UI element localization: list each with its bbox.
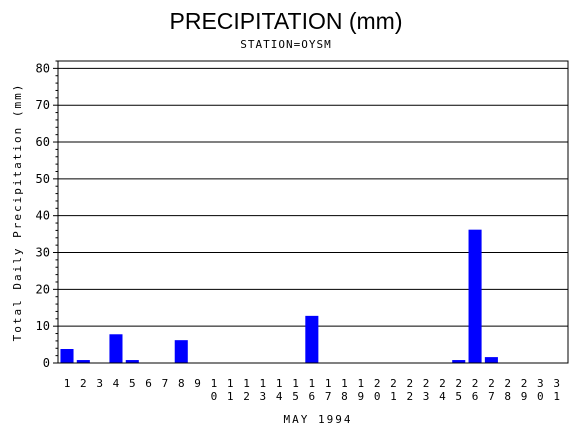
chart-title: PRECIPITATION (mm) (170, 8, 403, 34)
gridlines (58, 67, 568, 327)
x-axis-ticks: 1 2 3 4 5 6 7 8 9 1 01 11 21 31 41 51 61 71 81 92 02 12 22 32 42… (64, 377, 560, 403)
y-tick-label: 80 (36, 61, 50, 75)
x-tick-label-1: 1 (64, 377, 71, 390)
bar-day-4 (109, 334, 123, 363)
x-tick-label-6: 6 (145, 377, 152, 390)
y-tick-label: 20 (36, 282, 50, 296)
chart-subtitle: STATION=OYSM (240, 38, 331, 51)
bar-day-27 (484, 357, 498, 363)
x-tick-label-3: 3 (96, 377, 103, 390)
y-tick-label: 0 (43, 356, 50, 370)
y-tick-label: 70 (36, 98, 50, 112)
y-tick-label: 10 (36, 319, 50, 333)
x-tick-label-5: 5 (129, 377, 136, 390)
x-tick-label-2: 2 (80, 377, 87, 390)
y-axis-label: Total Daily Precipitation (mm) (11, 83, 24, 342)
y-tick-label: 50 (36, 172, 50, 186)
bar-day-8 (174, 340, 188, 363)
y-axis-ticks: 0 10 20 30 40 50 60 70 80 (36, 60, 58, 370)
y-tick-label: 40 (36, 209, 50, 223)
y-tick-label: 30 (36, 246, 50, 260)
bars (60, 229, 498, 363)
x-tick-label-8: 8 (178, 377, 185, 390)
bar-day-1 (60, 349, 74, 363)
bar-day-25 (452, 360, 466, 363)
bar-day-2 (76, 360, 90, 363)
x-tick-label-7: 7 (162, 377, 169, 390)
plot-frame (57, 60, 569, 364)
bar-day-5 (125, 360, 139, 363)
bar-day-26 (468, 229, 482, 363)
bar-day-16 (305, 315, 319, 363)
x-tick-label-9: 9 (194, 377, 201, 390)
x-axis-label: MAY 1994 (284, 413, 353, 426)
y-tick-label: 60 (36, 135, 50, 149)
x-tick-label-4: 4 (113, 377, 120, 390)
